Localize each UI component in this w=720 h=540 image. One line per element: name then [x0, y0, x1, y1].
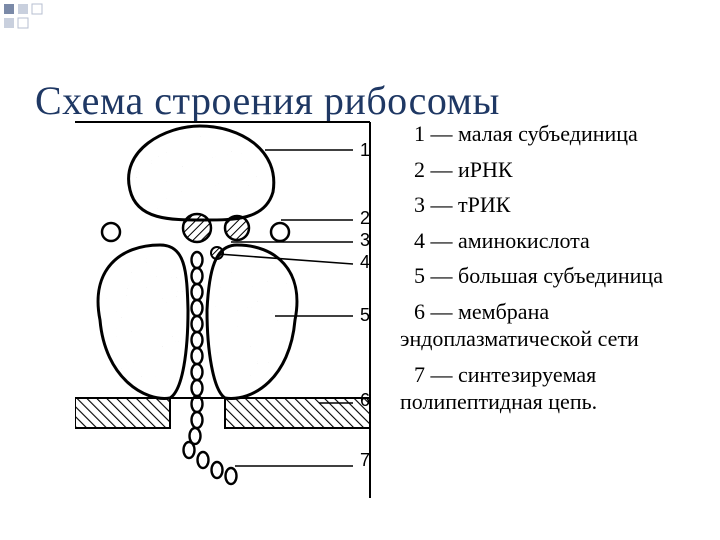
amino-acid: [211, 247, 223, 259]
legend-item: 1 — малая субъединица: [400, 120, 700, 148]
legend-item: 3 — тРИК: [400, 191, 700, 219]
corner-decor: [0, 0, 60, 40]
legend-item: 2 — иРНК: [400, 156, 700, 184]
callout-number: 1: [360, 140, 370, 161]
legend-item: 4 — аминокислота: [400, 227, 700, 255]
callout-number: 3: [360, 230, 370, 251]
legend-item: 6 — мембрана эндоплазматической сети: [400, 298, 700, 353]
ribosome-figure: 1 234 5 6 7: [75, 120, 385, 500]
callout-number: 5: [360, 305, 370, 326]
legend: 1 — малая субъединица 2 — иРНК 3 — тРИК …: [400, 120, 700, 424]
callout-number: 6: [360, 390, 370, 411]
callout-number: 2: [360, 208, 370, 229]
callout-number: 7: [360, 450, 370, 471]
legend-item: 7 — синтезируемая полипептидная цепь.: [400, 361, 700, 416]
content-area: 1 234 5 6 7 1 — малая субъединица 2 — иРНК 3…: [0, 110, 720, 530]
small-subunit: [129, 126, 274, 220]
legend-item: 5 — большая субъединица: [400, 262, 700, 290]
callout-number: 4: [360, 252, 370, 273]
